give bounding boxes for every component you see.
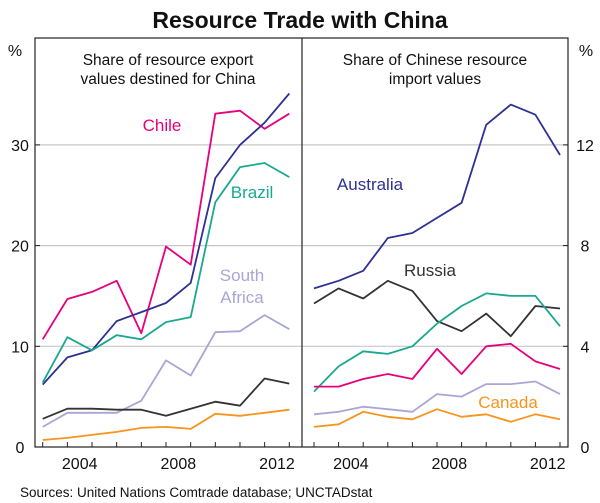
series-label-russia: Russia xyxy=(404,261,457,280)
x-tick-label: 2008 xyxy=(432,456,468,473)
series-line-1-4 xyxy=(313,380,561,416)
x-tick-label: 2012 xyxy=(259,456,295,473)
y-tick-label: 8 xyxy=(581,239,590,256)
series-label-south-africa: South xyxy=(220,266,264,285)
x-tick-label: 2004 xyxy=(333,456,369,473)
series-line-1-3 xyxy=(314,342,561,388)
y-tick-label: 30 xyxy=(11,138,29,155)
series-label-south-africa: Africa xyxy=(220,288,264,307)
series-line-0-1 xyxy=(42,92,290,386)
y-tick-label: 12 xyxy=(576,138,594,155)
series-line-1-0 xyxy=(313,103,561,290)
series-line-1-1 xyxy=(313,279,561,338)
series-line-0-5 xyxy=(42,408,290,441)
y-tick-label: 10 xyxy=(11,339,29,356)
x-tick-label: 2004 xyxy=(62,456,98,473)
x-tick-label: 2012 xyxy=(530,456,566,473)
right-unit: % xyxy=(579,43,593,60)
left-unit: % xyxy=(8,43,22,60)
left-subtitle: Share of resource export xyxy=(83,52,254,69)
series-line-0-3 xyxy=(42,314,290,428)
series-label-chile: Chile xyxy=(143,116,182,135)
y-tick-label: 0 xyxy=(16,440,25,457)
y-tick-label: 20 xyxy=(11,239,29,256)
series-label-brazil: Brazil xyxy=(231,183,274,202)
right-subtitle: Share of Chinese resource xyxy=(343,52,527,69)
left-subtitle: values destined for China xyxy=(81,71,256,88)
source-note: Sources: United Nations Comtrade databas… xyxy=(20,485,373,500)
series-line-0-4 xyxy=(42,377,290,420)
series-label-canada: Canada xyxy=(478,393,538,412)
series-line-0-2 xyxy=(41,162,290,384)
series-line-0-0 xyxy=(41,109,290,340)
series-line-1-2 xyxy=(313,292,561,393)
chart-title: Resource Trade with China xyxy=(152,7,447,33)
series-label-australia: Australia xyxy=(337,175,404,194)
right-subtitle: import values xyxy=(389,71,481,88)
x-tick-label: 2008 xyxy=(161,456,197,473)
y-tick-label: 0 xyxy=(581,440,590,457)
series-line-1-5 xyxy=(313,408,561,428)
y-tick-label: 4 xyxy=(581,339,590,356)
